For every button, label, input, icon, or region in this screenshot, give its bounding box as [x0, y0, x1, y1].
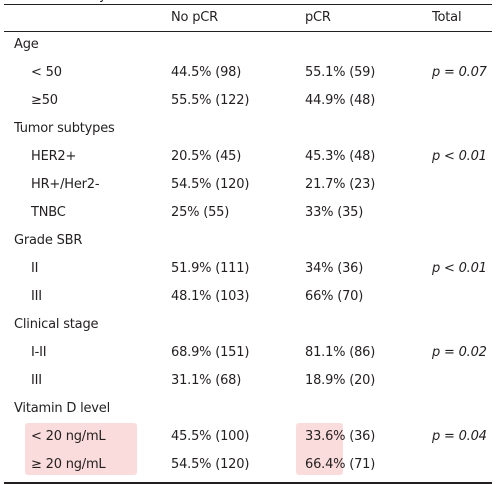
header-partial-text: y [99, 0, 107, 4]
section-title-age: Age [14, 37, 39, 52]
header-total: Total [432, 10, 462, 25]
cell-pcr: 81.1% (86) [305, 345, 376, 360]
cell-pcr: 44.9% (48) [305, 93, 376, 108]
section-title-clinical-stage: Clinical stage [14, 317, 99, 332]
header-rule [4, 31, 492, 32]
section-title-grade-sbr: Grade SBR [14, 233, 83, 248]
cell-no-pcr: 51.9% (111) [171, 261, 250, 276]
cell-p-value: p < 0.01 [432, 149, 487, 164]
row-label: < 20 ng/mL [31, 429, 106, 444]
highlight-vitamin-d-pcr [296, 423, 343, 475]
cell-pcr: 66% (70) [305, 289, 364, 304]
cell-no-pcr: 20.5% (45) [171, 149, 242, 164]
cell-no-pcr: 44.5% (98) [171, 65, 242, 80]
cell-p-value: p = 0.02 [432, 345, 487, 360]
cell-no-pcr: 31.1% (68) [171, 373, 242, 388]
cell-no-pcr: 54.5% (120) [171, 177, 250, 192]
cell-pcr: 21.7% (23) [305, 177, 376, 192]
row-label: HR+/Her2- [31, 177, 100, 192]
cell-pcr: 33.6% (36) [305, 429, 376, 444]
cell-p-value: p = 0.04 [432, 429, 487, 444]
table-bottom-rule [4, 482, 492, 484]
cell-pcr: 18.9% (20) [305, 373, 376, 388]
section-title-tumor-subtypes: Tumor subtypes [14, 121, 115, 136]
cell-pcr: 55.1% (59) [305, 65, 376, 80]
row-label: HER2+ [31, 149, 77, 164]
row-label: III [31, 373, 42, 388]
cell-no-pcr: 54.5% (120) [171, 457, 250, 472]
cell-pcr: 45.3% (48) [305, 149, 376, 164]
cell-p-value: p = 0.07 [432, 65, 487, 80]
row-label: ≥ 20 ng/mL [31, 457, 106, 472]
row-label: III [31, 289, 42, 304]
cell-no-pcr: 55.5% (122) [171, 93, 250, 108]
row-label: < 50 [31, 65, 62, 80]
table-top-rule [4, 4, 492, 5]
row-label: ≥50 [31, 93, 58, 108]
row-label: II [31, 261, 39, 276]
cell-no-pcr: 48.1% (103) [171, 289, 250, 304]
cell-no-pcr: 25% (55) [171, 205, 230, 220]
cell-pcr: 33% (35) [305, 205, 364, 220]
header-pcr: pCR [305, 10, 331, 25]
cell-pcr: 66.4% (71) [305, 457, 376, 472]
cell-no-pcr: 45.5% (100) [171, 429, 250, 444]
row-label: TNBC [31, 205, 66, 220]
row-label: I-II [31, 345, 47, 360]
cell-p-value: p < 0.01 [432, 261, 487, 276]
highlight-vitamin-d-labels [25, 423, 137, 475]
cell-pcr: 34% (36) [305, 261, 364, 276]
cell-no-pcr: 68.9% (151) [171, 345, 250, 360]
section-title-vitamin-d-level: Vitamin D level [14, 401, 110, 416]
header-no-pcr: No pCR [171, 10, 218, 25]
